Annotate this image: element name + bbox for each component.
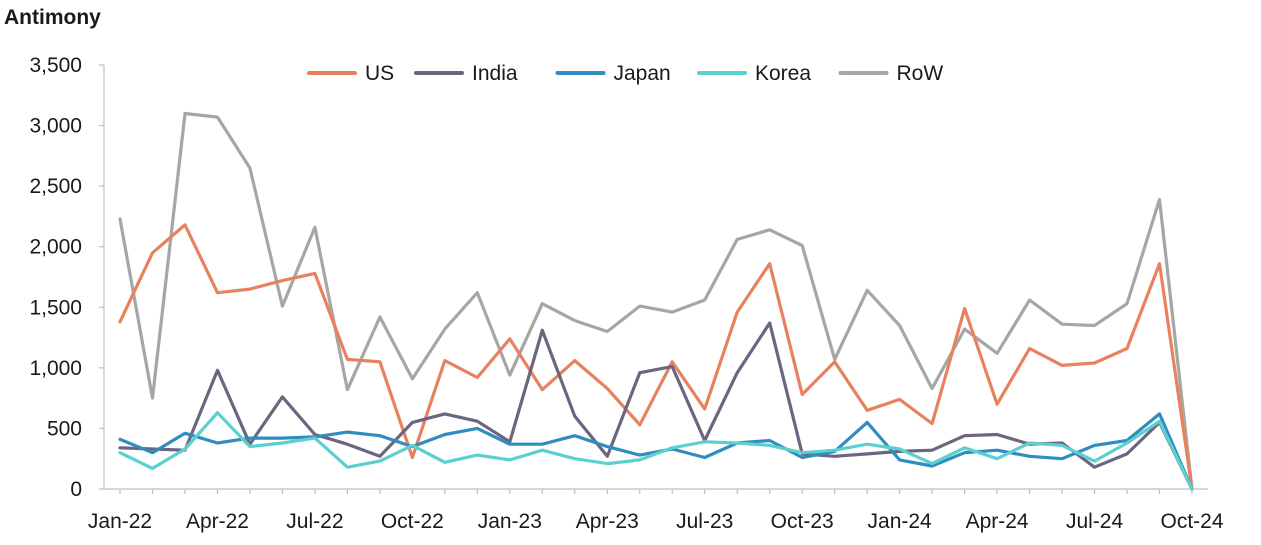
y-tick-label: 0 [70, 478, 82, 501]
x-tick-label: Jul-22 [286, 510, 343, 533]
series-lines [118, 111, 1194, 491]
legend-label: Korea [755, 62, 811, 85]
y-tick-label: 1,000 [29, 357, 82, 380]
x-tick-label: Oct-22 [381, 510, 444, 533]
x-tick-label: Jul-23 [676, 510, 733, 533]
y-tick-label: 3,000 [29, 115, 82, 138]
series-line-india [118, 321, 1194, 491]
legend-item-us: US [307, 62, 394, 85]
series-line-korea [118, 411, 1194, 491]
x-tick-label: Apr-22 [186, 510, 249, 533]
y-tick-label: 3,500 [29, 54, 82, 77]
legend: US India Japan Korea RoW [307, 62, 944, 85]
legend-label: India [472, 62, 518, 85]
legend-item-korea: Korea [697, 62, 811, 85]
x-tick-label: Jan-22 [88, 510, 152, 533]
series-line-us [118, 223, 1194, 491]
y-tick-label: 1,500 [29, 296, 82, 319]
series-line-row [118, 111, 1194, 491]
legend-item-japan: Japan [555, 62, 671, 85]
series-line-japan [118, 412, 1194, 491]
x-tick-label: Apr-23 [576, 510, 639, 533]
x-tick-label: Apr-24 [966, 510, 1029, 533]
axes: 0 500 1,000 1,500 2,000 2,500 3,000 3,500 Jan-22… [29, 54, 1223, 533]
legend-item-row: RoW [838, 62, 944, 85]
chart-title: Antimony [4, 6, 101, 29]
y-tick-label: 500 [47, 417, 82, 440]
x-tick-label: Jan-24 [868, 510, 933, 533]
legend-label: Japan [614, 62, 671, 85]
legend-item-india: India [414, 62, 518, 85]
legend-label: US [365, 62, 394, 85]
x-tick-label: Oct-23 [771, 510, 834, 533]
x-tick-label: Jul-24 [1066, 510, 1124, 533]
x-tick-label: Jan-23 [478, 510, 542, 533]
legend-label: RoW [897, 62, 944, 85]
y-tick-label: 2,000 [29, 236, 82, 259]
y-tick-label: 2,500 [29, 175, 82, 198]
x-tick-label: Oct-24 [1160, 510, 1223, 533]
